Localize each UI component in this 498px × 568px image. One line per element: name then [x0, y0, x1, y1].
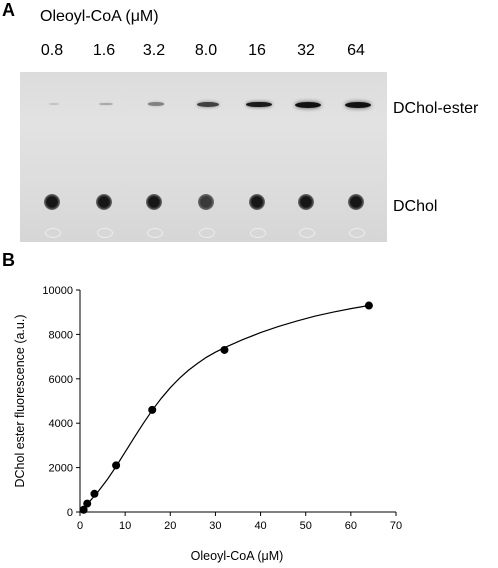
- y-axis-title: DChol ester fluorescence (a.u.): [13, 315, 27, 488]
- data-point: [364, 301, 373, 310]
- lane-label: 1.6: [92, 42, 116, 59]
- fit-curve: [79, 304, 370, 513]
- y-tick-label: 0: [67, 507, 73, 519]
- gel-concentration-header: Oleoyl-CoA (μM): [40, 8, 159, 25]
- origin-well: [349, 228, 365, 238]
- data-point: [148, 405, 157, 414]
- ester-band: [48, 102, 60, 106]
- dchol-spot: [146, 194, 162, 210]
- panel-b-letter: B: [2, 250, 15, 270]
- x-tick-label: 0: [77, 520, 83, 532]
- dchol-spot: [44, 194, 60, 210]
- x-tick-label: 20: [164, 520, 176, 532]
- origin-well: [147, 228, 163, 238]
- lane-label: 8.0: [194, 42, 218, 59]
- y-tick-label: 4000: [49, 418, 73, 430]
- origin-well: [199, 228, 215, 238]
- dchol-label: DChol: [393, 198, 438, 215]
- ester-band: [197, 101, 219, 107]
- data-point: [90, 489, 99, 498]
- x-tick-label: 60: [345, 520, 357, 532]
- x-axis-title: Oleoyl-CoA (μM): [191, 549, 284, 563]
- lane-label: 64: [347, 42, 365, 59]
- ester-band: [345, 101, 371, 108]
- dchol-spot: [298, 194, 314, 210]
- data-point: [83, 499, 92, 508]
- data-point: [112, 461, 121, 470]
- origin-well: [45, 228, 61, 238]
- x-tick-label: 50: [300, 520, 312, 532]
- tlc-gel-image: [20, 72, 387, 242]
- origin-well: [97, 228, 113, 238]
- dchol-spot: [249, 194, 265, 210]
- data-point: [79, 505, 88, 514]
- lane-label: 3.2: [142, 42, 166, 59]
- ester-band: [147, 102, 165, 106]
- x-tick-label: 70: [390, 520, 402, 532]
- data-point: [220, 345, 229, 354]
- y-tick-label: 8000: [49, 329, 73, 341]
- x-tick-label: 40: [254, 520, 266, 532]
- y-tick-label: 6000: [49, 374, 73, 386]
- origin-well: [250, 228, 266, 238]
- ester-band: [295, 101, 321, 108]
- ester-band: [246, 101, 272, 108]
- dchol-spot: [96, 194, 112, 210]
- lane-label: 0.8: [40, 42, 64, 59]
- dchol-spot: [348, 194, 364, 210]
- fluorescence-chart: 0 10 20 30 40 50 60 70 0 2000 4000 6000 8000 10000 Ole…: [13, 285, 402, 563]
- x-tick-label: 10: [119, 520, 131, 532]
- x-tick-label: 30: [209, 520, 221, 532]
- origin-well: [299, 228, 315, 238]
- lane-label: 32: [297, 42, 315, 59]
- lane-label: 16: [248, 42, 266, 59]
- panel-a-letter: A: [2, 0, 15, 20]
- ester-band: [99, 102, 113, 106]
- y-tick-label: 10000: [42, 285, 73, 297]
- dchol-spot: [198, 194, 214, 210]
- y-tick-label: 2000: [49, 463, 73, 475]
- dchol-ester-label: DChol-ester: [393, 100, 479, 117]
